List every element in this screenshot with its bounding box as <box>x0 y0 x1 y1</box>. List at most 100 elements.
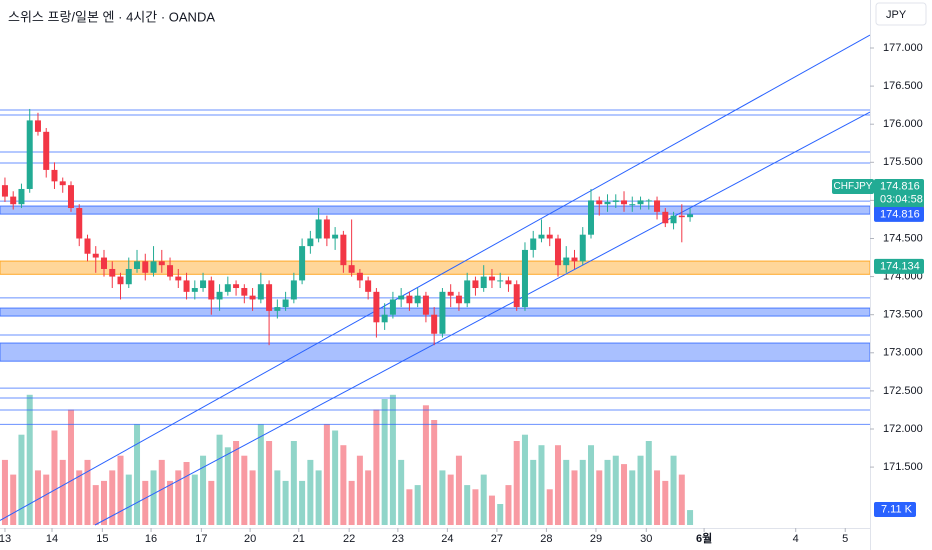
candle-body <box>431 314 438 334</box>
candle-body <box>604 201 611 205</box>
y-tick-label: 176.000 <box>883 118 923 130</box>
volume-bar <box>588 445 595 525</box>
volume-bar <box>464 485 471 525</box>
candle-body <box>307 238 314 247</box>
price-tag-label: 174.134 <box>880 260 920 272</box>
x-tick-label: 14 <box>46 533 58 545</box>
candle-body <box>596 200 603 205</box>
currency-box[interactable] <box>875 2 927 26</box>
candle-body <box>373 291 380 323</box>
volume-bar <box>117 455 124 525</box>
volume-bar <box>282 480 289 525</box>
candle-body <box>439 291 446 334</box>
y-tick-label: 171.500 <box>883 461 923 473</box>
candle-body <box>447 291 454 296</box>
volume-bar <box>84 459 91 525</box>
x-tick-label: 23 <box>392 533 404 545</box>
candle-body <box>315 219 322 239</box>
candle-body <box>101 257 108 269</box>
volume-bar <box>200 455 207 525</box>
candle-body <box>59 181 66 186</box>
candle-body <box>554 238 561 266</box>
symbol-tag-countdown: 03:04:58 <box>880 193 923 205</box>
candle-body <box>224 284 231 292</box>
candle-body <box>257 284 264 300</box>
candle-body <box>563 257 570 266</box>
volume-bar <box>216 434 223 525</box>
candle-body <box>282 299 289 308</box>
candle-body <box>521 249 528 308</box>
candle-body <box>84 238 91 254</box>
volume-bar <box>662 480 669 525</box>
volume-bar <box>167 480 174 525</box>
volume-bar <box>546 489 553 525</box>
candle-body <box>612 200 619 202</box>
volume-bar <box>554 445 561 525</box>
y-tick-label: 172.500 <box>883 385 923 397</box>
volume-bar <box>521 434 528 525</box>
volume-bar <box>389 394 396 525</box>
x-tick-label: 27 <box>491 533 503 545</box>
volume-bar <box>274 470 281 525</box>
x-tick-label: 29 <box>590 533 602 545</box>
volume-bar <box>373 409 380 525</box>
candle-body <box>513 284 520 308</box>
candle-body <box>150 261 157 273</box>
volume-bar <box>596 470 603 525</box>
candle-body <box>480 276 487 289</box>
candle-body <box>142 261 149 273</box>
candle-body <box>92 253 99 258</box>
volume-bar <box>175 470 182 525</box>
volume-bar <box>158 459 165 525</box>
x-tick-label: 28 <box>540 533 552 545</box>
candle-body <box>588 200 595 235</box>
volume-bar <box>488 495 495 525</box>
volume-bar <box>505 485 512 525</box>
candle-body <box>249 295 256 300</box>
x-tick-label: 13 <box>0 533 11 545</box>
volume-bar <box>150 470 157 525</box>
candle-body <box>117 276 124 285</box>
chart-title: 스위스 프랑/일본 엔 · 4시간 · OANDA <box>8 9 215 24</box>
candle-body <box>183 280 190 292</box>
volume-bar <box>323 424 330 525</box>
volume-bar <box>109 470 116 525</box>
volume-bar <box>645 441 652 525</box>
y-tick-label: 173.000 <box>883 347 923 359</box>
candle-body <box>175 276 182 281</box>
candle-body <box>340 234 347 266</box>
volume-bar <box>455 455 462 525</box>
zone <box>0 260 870 275</box>
candle-body <box>51 169 58 182</box>
candle-body <box>266 284 273 311</box>
candle-body <box>365 280 372 292</box>
x-tick-label: 24 <box>441 533 453 545</box>
volume-bar <box>670 455 677 525</box>
candle-body <box>678 215 685 218</box>
symbol-tag-name-box <box>832 179 874 194</box>
y-tick-label: 172.000 <box>883 423 923 435</box>
candle-body <box>1 185 8 197</box>
plot-area <box>0 34 870 526</box>
x-tick-label: 30 <box>640 533 652 545</box>
volume-bar <box>563 459 570 525</box>
volume-bar <box>34 470 41 525</box>
candle-body <box>125 268 132 285</box>
price-tag <box>874 258 924 274</box>
volume-bar <box>1 459 8 525</box>
volume-bar <box>431 420 438 525</box>
volume-bar <box>497 504 504 525</box>
volume-bar <box>76 470 83 525</box>
candle-body <box>654 200 661 212</box>
candle-body <box>662 211 669 224</box>
volume-bar <box>414 485 421 525</box>
candle-body <box>332 234 339 239</box>
volume-tag <box>874 502 916 517</box>
candle-body <box>422 295 429 315</box>
y-tick-label: 173.500 <box>883 309 923 321</box>
volume-bar <box>134 424 141 525</box>
x-tick-label: 17 <box>195 533 207 545</box>
candle-body <box>233 284 240 289</box>
candle-body <box>18 188 25 205</box>
volume-bar <box>43 474 50 525</box>
